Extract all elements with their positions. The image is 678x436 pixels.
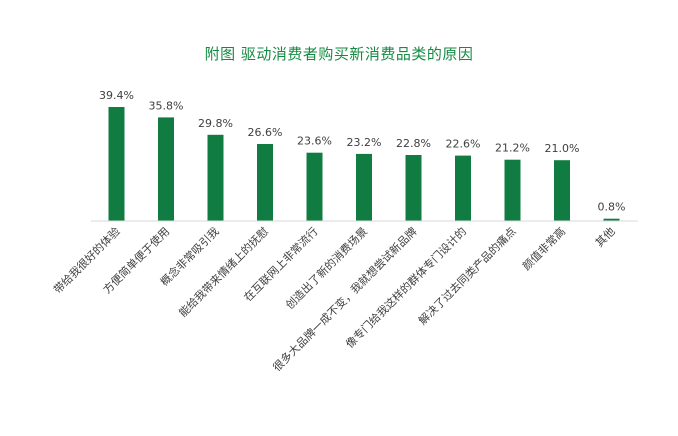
bar <box>306 152 323 221</box>
bar <box>405 155 422 221</box>
category-label: 其他 <box>593 225 618 250</box>
data-label: 35.8% <box>149 99 184 112</box>
data-label: 23.6% <box>297 135 332 148</box>
bar <box>603 218 620 221</box>
bars-group <box>108 107 620 221</box>
category-label: 创造出了新的消费场景 <box>282 224 370 312</box>
category-label: 颜值非常高 <box>519 224 568 273</box>
category-labels-group: 带给我很好的体验方便简单便于使用概念非常吸引我能给我带来情绪上的抚慰在互联网上非… <box>50 224 617 374</box>
data-label: 26.6% <box>248 126 283 139</box>
data-label: 21.0% <box>545 142 580 155</box>
data-label: 0.8% <box>598 201 626 214</box>
bar <box>207 134 224 221</box>
data-label: 23.2% <box>347 136 382 149</box>
data-label: 22.8% <box>396 137 431 150</box>
bar <box>554 160 570 221</box>
bar <box>158 117 174 221</box>
bar <box>455 155 471 221</box>
bar <box>257 144 273 221</box>
value-labels-group: 39.4% 35.8% 29.8% 26.6% 23.6% 23.2% 22.8% 22.6%… <box>99 89 625 214</box>
data-label: 39.4% <box>99 89 134 102</box>
category-label: 能给我带来情绪上的抚慰 <box>176 224 271 319</box>
bar <box>108 107 125 221</box>
bar <box>504 159 521 221</box>
data-label: 22.6% <box>446 138 481 151</box>
chart-title: 附图 驱动消费者购买新消费品类的原因 <box>204 45 474 63</box>
data-label: 21.2% <box>495 142 530 155</box>
bar <box>356 153 372 221</box>
category-label: 解决了过去同类产品的痛点 <box>415 224 518 327</box>
data-label: 29.8% <box>198 117 233 130</box>
